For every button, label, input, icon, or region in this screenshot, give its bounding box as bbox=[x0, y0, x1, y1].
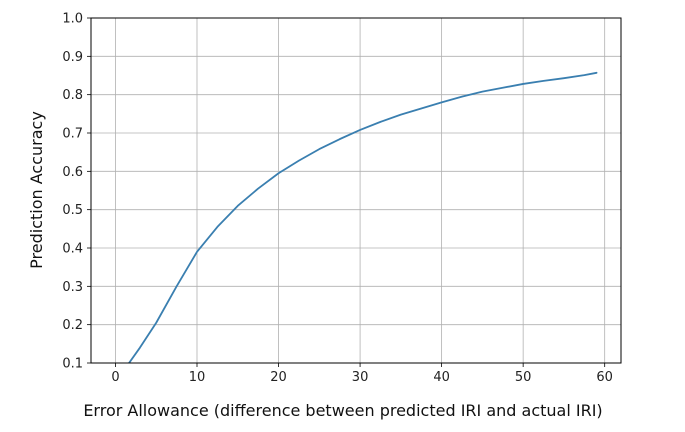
ticks: 0 10 20 30 40 50 60 0.1 0.2 0.3 0.4 0.5 0.6 0.7 0.8 0.9… bbox=[62, 12, 613, 386]
x-tick-label: 10 bbox=[189, 370, 206, 385]
x-tick-label: 0 bbox=[111, 370, 119, 385]
y-tick-label: 0.7 bbox=[62, 127, 83, 142]
y-tick-label: 0.8 bbox=[62, 88, 83, 103]
grid bbox=[91, 17, 621, 364]
x-tick-label: 20 bbox=[270, 370, 287, 385]
y-tick-label: 0.2 bbox=[62, 318, 83, 333]
x-tick-label: 40 bbox=[433, 370, 450, 385]
series-line-0 bbox=[127, 71, 598, 363]
y-tick-label: 0.4 bbox=[62, 242, 83, 257]
y-tick-label: 0.1 bbox=[62, 357, 83, 372]
y-tick-label: 0.9 bbox=[62, 50, 83, 65]
x-axis-label: Error Allowance (difference between pred… bbox=[83, 401, 602, 420]
y-tick-label: 1.0 bbox=[62, 12, 83, 27]
x-tick-label: 50 bbox=[515, 370, 532, 385]
y-tick-label: 0.5 bbox=[62, 203, 83, 218]
y-tick-label: 0.6 bbox=[62, 165, 83, 180]
x-tick-label: 30 bbox=[352, 370, 369, 385]
y-tick-label: 0.3 bbox=[62, 280, 83, 295]
plot-frame bbox=[90, 17, 622, 364]
x-tick-label: 60 bbox=[596, 370, 613, 385]
y-axis-label: Prediction Accuracy bbox=[27, 111, 46, 269]
series-layer bbox=[127, 71, 598, 363]
